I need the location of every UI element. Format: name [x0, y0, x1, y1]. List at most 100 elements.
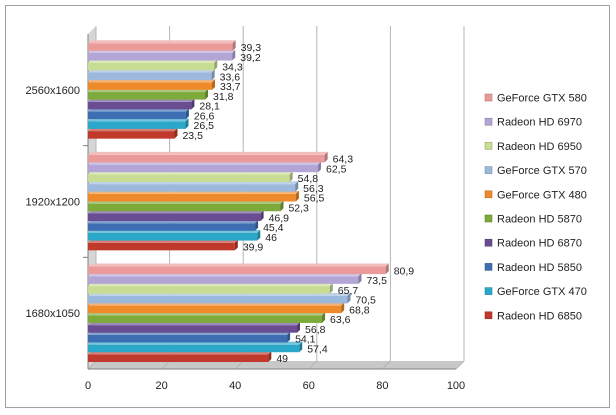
gridline-depth [161, 360, 170, 370]
bar-end [257, 230, 261, 241]
x-tick-label: 40 [229, 380, 241, 392]
bar [88, 151, 328, 163]
bar-face [88, 82, 213, 90]
bar-value-label: 73,5 [366, 275, 387, 287]
legend-label: Radeon HD 5870 [497, 214, 582, 226]
bar-value-label: 63,6 [330, 314, 351, 326]
legend-item: GeForce GTX 480 [484, 189, 587, 201]
bar-value-label: 56,8 [305, 324, 326, 336]
bar-end [268, 351, 272, 362]
bar-value-label: 39,3 [241, 42, 262, 54]
bar-value-label: 45,4 [263, 222, 284, 234]
bar-face [88, 344, 300, 353]
bar [88, 98, 195, 110]
bar-end [280, 200, 284, 212]
bar [88, 171, 293, 182]
bar-end [174, 128, 178, 139]
bar-end [287, 331, 291, 343]
gridline-depth [455, 360, 465, 370]
bar-face [88, 354, 269, 362]
bar [88, 341, 303, 353]
bar-face [88, 305, 342, 314]
legend-label: Radeon HD 5850 [497, 262, 582, 274]
x-tick-label: 20 [155, 380, 167, 392]
category-label: 2560x1600 [26, 85, 80, 97]
bar-end [295, 190, 299, 202]
bar-value-label: 54,8 [298, 173, 319, 185]
bar-face [88, 334, 288, 343]
bar-value-label: 64,3 [333, 154, 354, 166]
bar [88, 69, 215, 81]
bar [88, 181, 299, 192]
bar-end [295, 181, 299, 192]
bar [88, 161, 321, 173]
bar-value-label: 56,3 [303, 183, 324, 195]
legend-label: Radeon HD 6850 [497, 310, 582, 322]
bar [88, 302, 345, 314]
bar [88, 283, 333, 294]
legend-item: Radeon HD 6870 [484, 238, 582, 250]
bar [88, 210, 264, 222]
legend-label: GeForce GTX 580 [497, 93, 587, 105]
bar-end [205, 89, 209, 100]
bar-face [88, 233, 258, 241]
bar-end [212, 79, 216, 90]
bar-end [385, 263, 389, 275]
bar-value-label: 80,9 [394, 265, 415, 277]
bar-value-label: 31,8 [213, 91, 234, 103]
category-label: 1680x1050 [26, 308, 80, 320]
bar [88, 118, 189, 129]
bar [88, 263, 389, 275]
bar-face [88, 131, 175, 139]
bar-face [88, 92, 206, 100]
bar [88, 128, 178, 139]
gridline-depth [234, 360, 244, 370]
legend-item: GeForce GTX 580 [484, 93, 587, 105]
bar-value-label: 56,5 [304, 193, 325, 205]
bar [88, 49, 236, 61]
gridline-depth [308, 360, 318, 370]
bar-value-label: 34,3 [222, 62, 243, 74]
bar-value-label: 49 [276, 353, 288, 365]
bar-end [297, 322, 301, 333]
legend-item: GeForce GTX 570 [484, 165, 587, 177]
legend-swatch [484, 287, 493, 295]
bar-end [260, 210, 264, 222]
bar-end [358, 273, 362, 284]
bar-face [88, 164, 318, 173]
bar [88, 331, 291, 343]
bar-face [88, 154, 325, 163]
data-labels: 49 57,454,156,8 63,668,870,565,7 73,5 80,9 39… [182, 42, 414, 365]
bar [88, 292, 351, 304]
bar-end [185, 118, 189, 129]
bar-face [88, 276, 359, 284]
x-tick-label: 60 [303, 380, 315, 392]
bar-value-label: 26,6 [194, 110, 215, 122]
bar-value-label: 57,4 [307, 343, 328, 355]
bar-value-label: 62,5 [326, 163, 347, 175]
bar-value-label: 33,6 [220, 71, 241, 83]
bar-face [88, 121, 186, 129]
bar-end [211, 69, 215, 81]
bar-face [88, 193, 296, 202]
bar-face [88, 325, 298, 333]
bar [88, 40, 236, 51]
bar-end [329, 283, 333, 294]
bar [88, 351, 272, 362]
bar-end [191, 98, 195, 110]
bar [88, 89, 209, 100]
legend-swatch [484, 214, 493, 223]
x-tick-label: 0 [85, 380, 91, 392]
bar-end [185, 108, 189, 120]
bar-value-label: 52,3 [288, 202, 309, 214]
bar-top [88, 263, 389, 267]
bar-face [88, 174, 290, 182]
legend-swatch [484, 263, 493, 271]
bar-value-label: 46,9 [269, 212, 290, 224]
bar-top [88, 151, 328, 155]
legend-swatch [484, 93, 493, 102]
bar-face [88, 223, 256, 231]
bar-face [88, 286, 330, 294]
